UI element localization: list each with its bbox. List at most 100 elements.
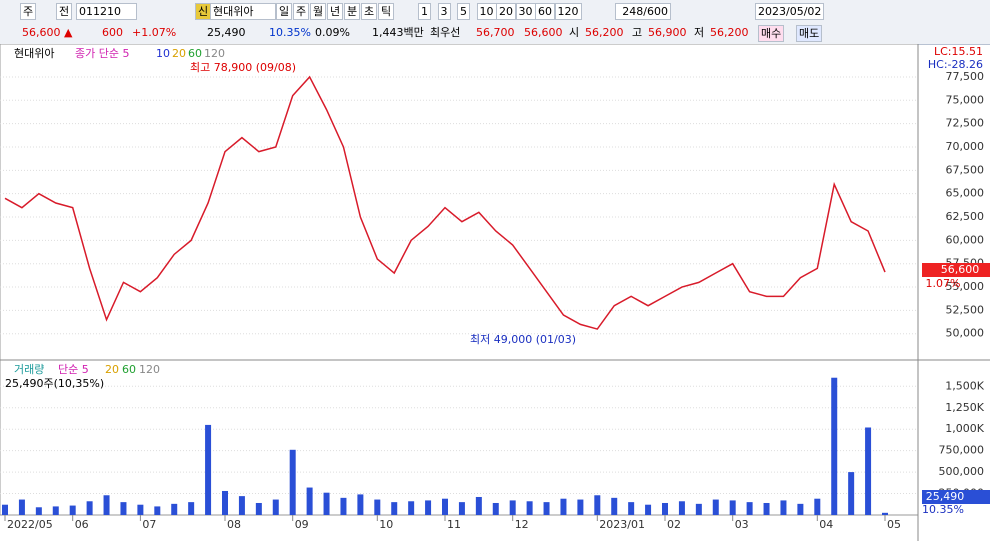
volume-subtitle: 25,490주(10,35%) <box>5 377 104 390</box>
legend-item: 종가 단순 5 <box>75 47 129 60</box>
y-tick-label: 750,000 <box>939 444 985 457</box>
volume-bar <box>442 498 448 515</box>
badge: 신 <box>195 3 212 20</box>
x-tick-label: 07 <box>142 518 156 531</box>
interval-button[interactable]: 3 <box>437 3 451 20</box>
legend-item: 60 <box>122 363 136 376</box>
volume-bar <box>103 495 110 515</box>
high-label: 고 <box>632 26 643 39</box>
volume-bar <box>492 502 499 515</box>
volume-bar <box>577 499 584 515</box>
interval-button[interactable]: 20 <box>496 3 516 20</box>
price-line <box>4 75 886 330</box>
volume-bar <box>154 506 161 515</box>
volume-bar <box>526 501 533 515</box>
interval-button[interactable]: 120 <box>554 3 582 20</box>
x-tick-label: 02 <box>667 518 681 531</box>
market[interactable]: 주 <box>20 3 37 20</box>
code[interactable]: 011210 <box>76 3 137 20</box>
volume-bar <box>865 427 872 515</box>
change-pct: +1.07% <box>132 26 177 39</box>
low-label: 저 <box>694 26 705 39</box>
y-tick-label: 52,500 <box>946 303 985 316</box>
volume-bar <box>137 504 144 515</box>
period-button[interactable]: 일 <box>276 3 293 20</box>
annotation: 56,600 <box>941 263 980 276</box>
volume-bar <box>272 499 279 515</box>
volume-bar <box>306 487 313 515</box>
volume-bar <box>848 472 855 515</box>
mode[interactable]: 전 <box>56 3 73 20</box>
x-tick-label: 04 <box>819 518 833 531</box>
legend-item: 20 <box>172 47 186 60</box>
volume-bar <box>831 377 838 515</box>
period-button[interactable]: 분 <box>344 3 361 20</box>
plot-frame <box>0 44 919 516</box>
y-tick-label: 1,000K <box>945 422 984 435</box>
volume-bar <box>746 502 753 515</box>
volume-bar <box>18 499 25 515</box>
x-tick-label: 03 <box>735 518 749 531</box>
volume-bar <box>238 496 245 515</box>
period-button[interactable]: 주 <box>293 3 310 20</box>
count[interactable]: 248/600 <box>615 3 671 20</box>
volume-bar <box>289 449 296 515</box>
x-tick-label: 05 <box>887 518 901 531</box>
legend-item: 120 <box>139 363 160 376</box>
price-tag <box>922 263 990 277</box>
interval-button[interactable]: 5 <box>457 3 470 20</box>
volume-bar <box>374 499 381 515</box>
annotation: 1.07% <box>926 277 961 290</box>
chart: 50,00052,50055,00057,50060,00062,50065,0… <box>0 44 990 541</box>
price: 56,600 ▲ <box>22 26 73 39</box>
legend-item: 120 <box>204 47 225 60</box>
date[interactable]: 2023/05/02 <box>755 3 825 20</box>
period-button[interactable]: 틱 <box>378 3 395 20</box>
volume-bar <box>458 502 465 515</box>
volume-bar <box>611 497 618 515</box>
volume-bar <box>35 507 42 515</box>
high: 56,900 <box>648 26 687 39</box>
volume-bar <box>560 498 567 515</box>
sell-button[interactable]: 매도 <box>796 25 823 42</box>
info-bar: 56,600 ▲ 600 +1.07% 25,490 10.35% 0.09% … <box>0 22 990 45</box>
period-button[interactable]: 년 <box>327 3 344 20</box>
y-tick-label: 60,000 <box>946 233 985 246</box>
x-tick-label: 10 <box>379 518 393 531</box>
period-button[interactable]: 월 <box>310 3 327 20</box>
annotation: 최저 49,000 (01/03) <box>470 333 576 346</box>
period-button[interactable]: 초 <box>361 3 378 20</box>
change: 600 <box>102 26 123 39</box>
stock-name[interactable]: 현대위아 <box>210 3 276 20</box>
interval-button[interactable]: 30 <box>515 3 536 20</box>
y-tick-label: 70,000 <box>946 140 985 153</box>
open: 56,200 <box>585 26 624 39</box>
y-tick-label: 67,500 <box>946 163 985 176</box>
y-tick-label: 65,000 <box>946 187 985 200</box>
annotation: 10.35% <box>922 503 964 516</box>
legend-title: 거래량 <box>14 363 44 376</box>
volume-bar <box>882 512 888 515</box>
interval-button[interactable]: 10 <box>476 3 497 20</box>
y-tick-label: 50,000 <box>946 327 985 340</box>
y-tick-label: 1,500K <box>945 379 984 392</box>
x-tick-label: 11 <box>447 518 461 531</box>
volume-bar <box>695 503 702 515</box>
y-tick-label: 62,500 <box>946 210 985 223</box>
volume-bar <box>543 502 550 515</box>
volume-bar <box>120 502 127 515</box>
interval-button[interactable]: 1 <box>418 3 431 20</box>
x-tick-label: 12 <box>515 518 529 531</box>
volume-bar <box>205 424 212 515</box>
interval-button[interactable]: 60 <box>535 3 555 20</box>
legend-item: 단순 5 <box>58 363 89 376</box>
best-label: 최우선 <box>430 26 461 39</box>
annotation: HC:-28.26 <box>928 58 983 71</box>
y-tick-label: 77,500 <box>946 70 985 83</box>
legend-item: 10 <box>156 47 170 60</box>
bid: 56,600 <box>524 26 563 39</box>
volume-bar <box>171 503 178 515</box>
volume-tag <box>922 490 990 504</box>
buy-button[interactable]: 매수 <box>758 25 785 42</box>
